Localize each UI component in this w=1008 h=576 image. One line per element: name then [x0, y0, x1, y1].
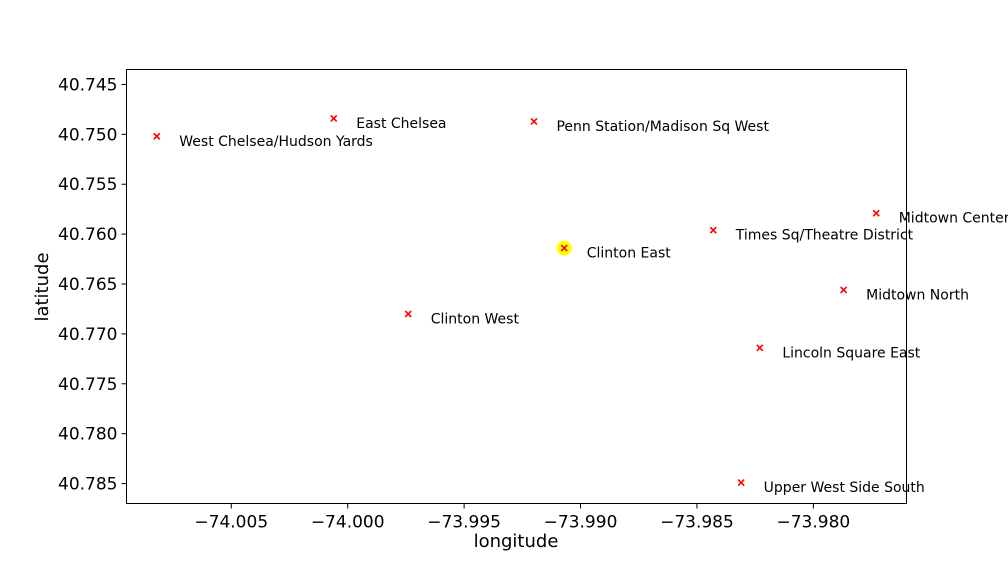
point-marker: [404, 310, 412, 318]
point-marker: [737, 478, 745, 487]
y-tick-label: 40.785: [58, 475, 117, 495]
plot-area: [126, 69, 907, 504]
x-tick-label: −73.990: [544, 513, 618, 533]
point-label: Times Sq/Theatre District: [735, 228, 914, 244]
point-marker: [330, 114, 338, 122]
y-axis-label: latitude: [32, 252, 53, 321]
point-label: East Chelsea: [356, 116, 446, 132]
y-axis: 40.745 40.750 40.755 40.760 40.765 40.770 40.7…: [58, 75, 127, 495]
point-marker: [709, 226, 717, 234]
x-tick-label: −73.980: [776, 513, 850, 533]
point-marker: [756, 344, 764, 352]
point-marker: [153, 132, 161, 140]
plot-frame: [126, 69, 907, 504]
point-marker: [840, 286, 848, 294]
y-tick-label: 40.755: [58, 175, 117, 195]
point-label: Upper West Side South: [764, 480, 925, 496]
x-axis-label: longitude: [474, 531, 559, 552]
point-marker: [872, 209, 880, 217]
y-tick-label: 40.780: [58, 425, 117, 445]
point-label: Lincoln Square East: [782, 345, 920, 361]
point-label: Penn Station/Madison Sq West: [556, 119, 769, 135]
x-axis: −74.005 −74.000 −73.995 −73.990 −73.985 −73.9…: [194, 503, 850, 533]
point-label: Midtown North: [866, 287, 969, 303]
y-tick-label: 40.750: [58, 125, 117, 145]
y-tick-label: 40.765: [58, 275, 117, 295]
point-labels-layer: West Chelsea/Hudson Yards East Chelsea Pen…: [179, 116, 1008, 496]
y-tick-label: 40.745: [58, 75, 117, 95]
point-label: Midtown Center: [899, 211, 1008, 227]
x-tick-label: −73.985: [660, 513, 734, 533]
x-tick-label: −74.000: [311, 513, 385, 533]
points-layer: [153, 114, 880, 487]
y-tick-label: 40.760: [58, 225, 117, 245]
point-label: Clinton East: [587, 246, 672, 262]
point-label: Clinton West: [431, 311, 520, 327]
x-tick-label: −74.005: [194, 513, 268, 533]
x-tick-label: −73.995: [427, 513, 501, 533]
point-label: West Chelsea/Hudson Yards: [179, 134, 373, 150]
point-marker: [560, 244, 568, 252]
y-tick-label: 40.775: [58, 375, 117, 395]
point-marker: [530, 117, 538, 125]
y-tick-label: 40.770: [58, 325, 117, 345]
